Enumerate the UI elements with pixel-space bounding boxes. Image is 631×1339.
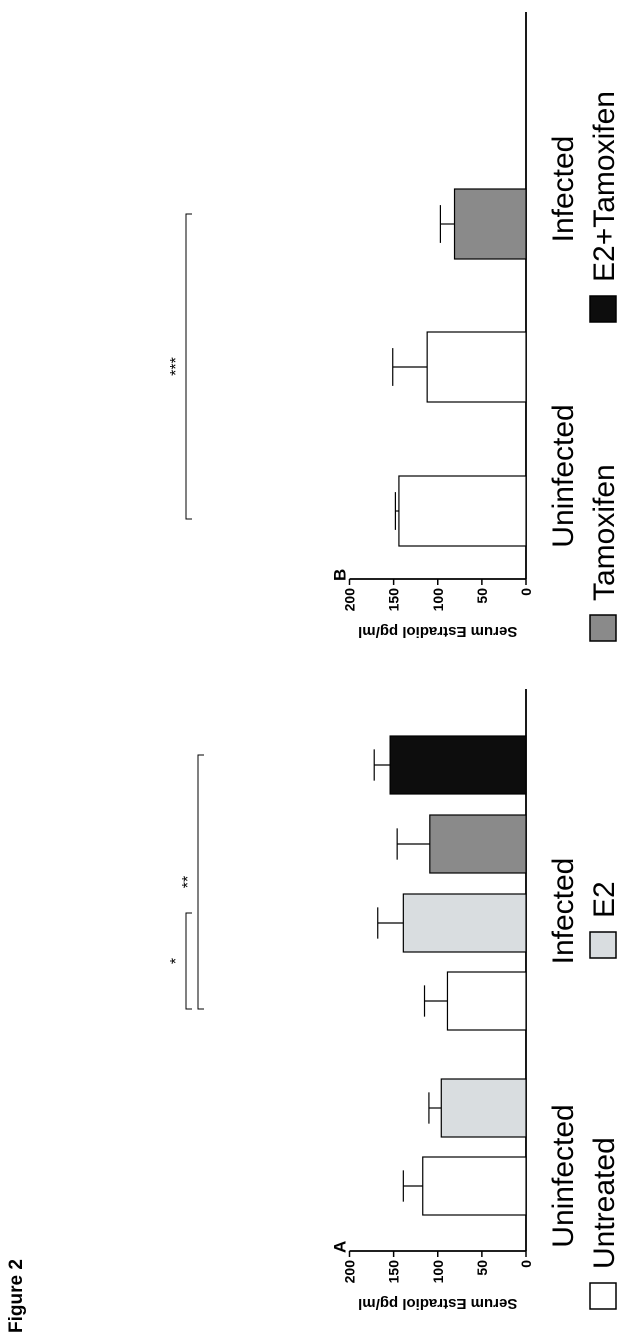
y-tick-label: 0 [518,588,534,596]
y-tick-label: 100 [430,1260,446,1284]
bar [429,814,527,874]
significance-bracket [197,754,204,1010]
legend-swatch [589,614,617,642]
significance-bracket [185,912,192,1010]
significance-label: ** [180,876,197,888]
bar [402,893,527,953]
category-label: Uninfected [547,404,580,547]
y-tick-label: 0 [518,1260,534,1268]
bar [446,971,527,1031]
legend-label: Untreated [588,1137,621,1269]
figure-label: Figure 2 [6,1259,27,1333]
bar [422,1156,527,1216]
y-axis-label: Serum Estradiol pg/ml [358,1295,517,1312]
panel-letter: A [331,1241,350,1253]
significance-label: *** [168,357,185,376]
category-label: Infected [547,136,580,243]
legend-swatch [589,295,617,323]
y-tick-label: 50 [474,588,490,604]
y-tick-label: 150 [386,1260,402,1284]
category-label: Infected [547,858,580,965]
significance-bracket [185,213,192,520]
panel-letter: B [331,569,350,581]
legend-label: E2+Tamoxifen [588,91,621,282]
legend-label: E2 [588,881,621,918]
bar [398,475,527,547]
bar [426,331,527,403]
significance-label: * [168,958,185,964]
legend-label: Tamoxifen [588,464,621,601]
bar [453,188,527,260]
category-label: Uninfected [547,1104,580,1247]
bar [389,735,527,795]
y-axis-label: Serum Estradiol pg/ml [358,623,517,640]
bar [440,1078,527,1138]
y-tick-label: 200 [342,588,358,612]
legend-swatch [589,931,617,959]
y-tick-label: 150 [386,588,402,612]
y-tick-label: 100 [430,588,446,612]
y-tick-label: 200 [342,1260,358,1284]
y-tick-label: 50 [474,1260,490,1276]
legend-swatch [589,1282,617,1310]
legend: Untreated E2 Tamoxifen E2+Tamoxifen [588,91,621,1310]
